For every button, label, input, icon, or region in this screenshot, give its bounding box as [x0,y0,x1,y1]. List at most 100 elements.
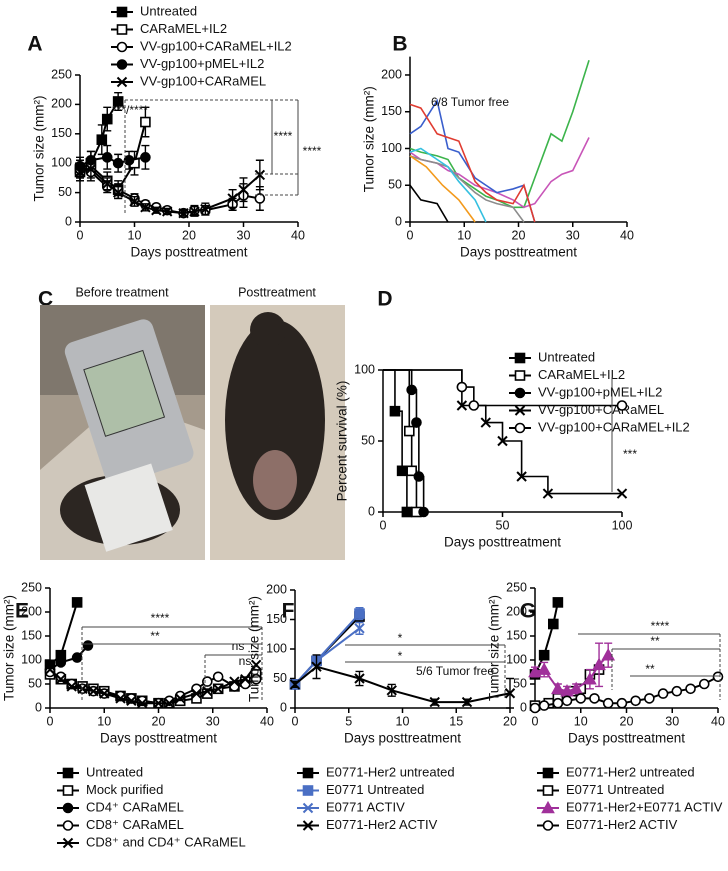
marker [514,352,526,364]
survival-step [409,430,413,471]
marker [227,193,238,204]
marker [164,697,175,709]
y-tick-label: 0 [65,214,72,228]
y-tick-label: 0 [520,700,527,714]
marker [698,678,710,690]
marker [456,381,468,393]
y-tick-label: 250 [21,580,42,594]
marker [129,196,140,207]
marker [538,700,550,711]
y-tick-label: 200 [21,604,42,618]
y-tick-label: 0 [35,700,42,714]
annotation: ns [232,639,245,653]
legend-label: E0771 Untreated [566,782,664,797]
marker [538,649,550,661]
y-tick-label: 50 [361,433,375,447]
x-tick-label: 20 [620,714,634,728]
series-line [409,103,536,223]
marker [66,681,77,692]
series-line [409,147,487,223]
marker [238,184,249,195]
legend-label: VV-gp100+CARaMEL [140,73,266,88]
x-tick-label: 5 [345,714,352,728]
y-axis-title: Tumor size (mm²) [362,86,377,192]
marker [413,471,425,482]
marker [254,193,266,204]
marker [569,681,584,695]
marker [411,417,422,428]
annotation: *** [623,447,637,461]
y-tick-label: 100 [51,155,72,169]
marker [541,800,555,814]
x-tick-label: 30 [237,228,251,242]
marker [561,695,573,707]
photo-before [40,305,205,560]
legend-label: CD8⁺ and CD4⁺ CARaMEL [86,834,246,849]
y-tick-label: 100 [266,641,287,655]
marker [552,597,564,608]
legend-label: Mock purified [86,782,163,797]
legend-label: E0771 Untreated [326,782,424,797]
marker [685,683,696,695]
marker [116,41,128,53]
legend-label: VV-gp100+pMEL+IL2 [538,384,662,399]
marker [202,685,213,697]
series-line [49,644,89,671]
annotation: **** [303,144,322,158]
legend-label: E0771-Her2 untreated [566,764,695,779]
marker [88,685,99,697]
series-line [534,602,559,675]
series-line [409,184,449,223]
annotation: * [398,649,403,663]
legend-label: E0771-Her2 untreated [326,764,455,779]
y-axis-title: Percent survival (%) [335,381,350,502]
marker [401,506,413,518]
marker [85,163,97,175]
survival-step [418,475,425,512]
marker [101,113,113,125]
survival-step [394,410,403,471]
y-tick-label: 150 [21,628,42,642]
marker [74,166,86,178]
x-axis-title: Days posttreatment [344,731,461,746]
x-tick-label: 20 [152,714,166,728]
survival-step [502,440,523,477]
marker [62,820,74,831]
x-tick-label: 10 [396,714,410,728]
marker [140,202,151,213]
survival-step [402,470,408,512]
marker [99,688,110,699]
marker [71,597,83,608]
marker [212,671,224,683]
x-tick-label: 0 [407,228,414,242]
marker [406,384,417,396]
y-axis-title: Tumor size (mm²) [2,595,17,701]
marker [468,400,480,411]
y-tick-label: 150 [51,126,72,140]
survival-step [521,475,549,494]
marker [55,673,67,685]
legend-label: Untreated [538,349,595,364]
marker [302,820,314,831]
annotation: ns [239,654,252,668]
marker [504,688,516,699]
x-tick-label: 0 [380,518,387,532]
marker [589,693,600,704]
marker [55,671,67,683]
marker [229,676,240,687]
marker [542,767,554,779]
y-tick-label: 0 [395,214,402,228]
y-tick-label: 100 [381,141,402,155]
marker [140,152,151,163]
marker [657,688,669,699]
y-tick-label: 50 [58,185,72,199]
marker [529,702,541,714]
marker [406,465,417,477]
marker [82,640,94,651]
marker [112,157,124,169]
x-tick-label: 100 [612,518,633,532]
series-line [409,98,536,223]
marker [514,422,526,434]
marker [240,673,251,685]
